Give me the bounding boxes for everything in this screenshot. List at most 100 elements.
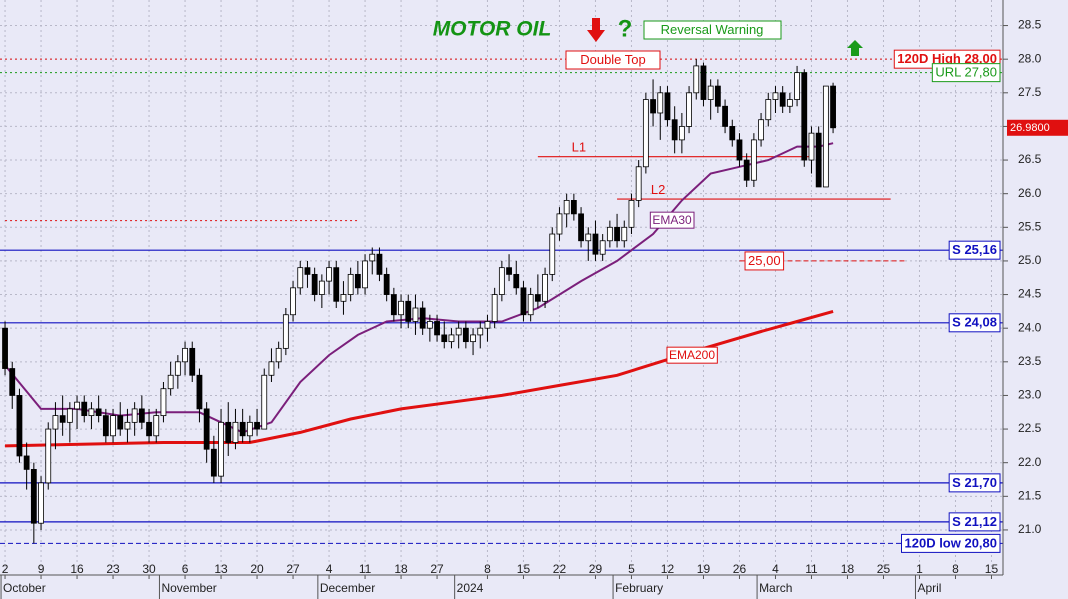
candle-body [311,273,318,295]
x-tick-label: 16 [70,562,84,576]
up-arrow-icon [847,40,863,56]
candle-body [196,374,203,410]
x-tick-label: 11 [805,562,818,576]
candle-body [95,408,102,417]
candle-body [722,105,728,127]
candle-body [52,415,59,430]
y-tick-label: 25.0 [1018,253,1042,267]
x-tick-label: 8 [484,562,491,576]
candle-body [362,260,368,289]
candle-body [74,401,80,410]
x-tick-label: 26 [733,562,747,576]
candle-body [714,85,721,107]
indicator-label-box [666,346,718,364]
candle-body [210,448,217,477]
annotation: Double Top [580,52,646,67]
indicator-label-box [649,211,695,229]
level-label: 25,00 [748,253,781,268]
candle-body [592,233,599,255]
month-label: April [917,581,941,595]
candle-body [282,314,289,349]
candle-body [275,347,282,363]
candle-body [462,327,469,343]
candle-body [434,321,440,336]
candle-body [412,307,419,322]
x-tick-label: 1 [916,562,923,576]
candle-body [635,166,642,201]
x-tick-label: 4 [772,562,779,576]
level-label-box [744,251,785,271]
candle-body [542,273,548,302]
candle-body [347,273,354,295]
candle-body [664,92,671,121]
candle-body [153,415,160,437]
y-tick-label: 25.5 [1018,219,1042,233]
candle-body [426,321,433,329]
x-tick-label: 12 [661,562,675,576]
x-tick-label: 9 [38,562,45,576]
candle-body [650,99,656,114]
candle-body [318,280,325,295]
question-icon: ? [618,15,633,42]
candle-body [779,92,786,107]
candle-body [729,126,736,141]
candle-body [506,267,512,275]
candle-body [743,159,750,181]
candle-body [390,294,397,316]
candle-body [578,213,584,242]
candle-body [2,327,8,369]
level-label-box [948,313,1001,333]
down-arrow-icon [587,18,605,42]
chart-title: MOTOR OIL [433,18,552,41]
x-tick-label: 18 [394,562,408,576]
candle-body [261,374,268,430]
candle-body [59,415,66,423]
level-label-box [931,63,1001,83]
candle-body [110,415,116,437]
candle-body [45,428,52,484]
x-tick-label: 23 [106,562,120,576]
y-tick-label: 23.0 [1018,388,1042,402]
month-label: October [3,581,46,595]
candle-body [174,361,181,376]
candle-body [239,421,246,437]
candle-body [786,99,793,107]
candle-body [297,267,304,289]
candle-body [534,294,541,302]
annotation: Reversal Warning [661,22,764,37]
level-label-box [948,512,1001,532]
candle-body [801,72,808,161]
indicator-label: EMA30 [652,213,692,227]
candle-body [30,469,37,524]
level-label: S 21,12 [952,514,997,529]
y-tick-label: 22.5 [1018,421,1042,435]
y-tick-label: 23.5 [1018,354,1042,368]
month-label: December [320,581,375,595]
month-label: November [161,581,216,595]
candle-body [513,273,520,289]
candle-body [398,300,404,316]
candle-body [750,139,757,181]
level-label: 120D High 28,00 [897,51,997,66]
level-label: S 21,70 [952,475,997,490]
candle-body [189,347,196,376]
candle-body [419,307,426,329]
candle-body [232,421,239,443]
candle-body [671,119,678,141]
candle-body [678,126,685,141]
level-label: L2 [651,182,665,197]
candle-body [66,408,73,423]
candle-body [570,200,577,215]
candle-body [9,368,16,396]
candle-body [470,334,476,343]
month-label: February [615,581,663,595]
candle-body [758,119,764,141]
candle-body [491,294,498,322]
x-tick-label: 30 [142,562,156,576]
candle-body [808,132,815,161]
candle-body [815,132,822,188]
candle-body [498,267,505,295]
candle-body [124,421,131,430]
